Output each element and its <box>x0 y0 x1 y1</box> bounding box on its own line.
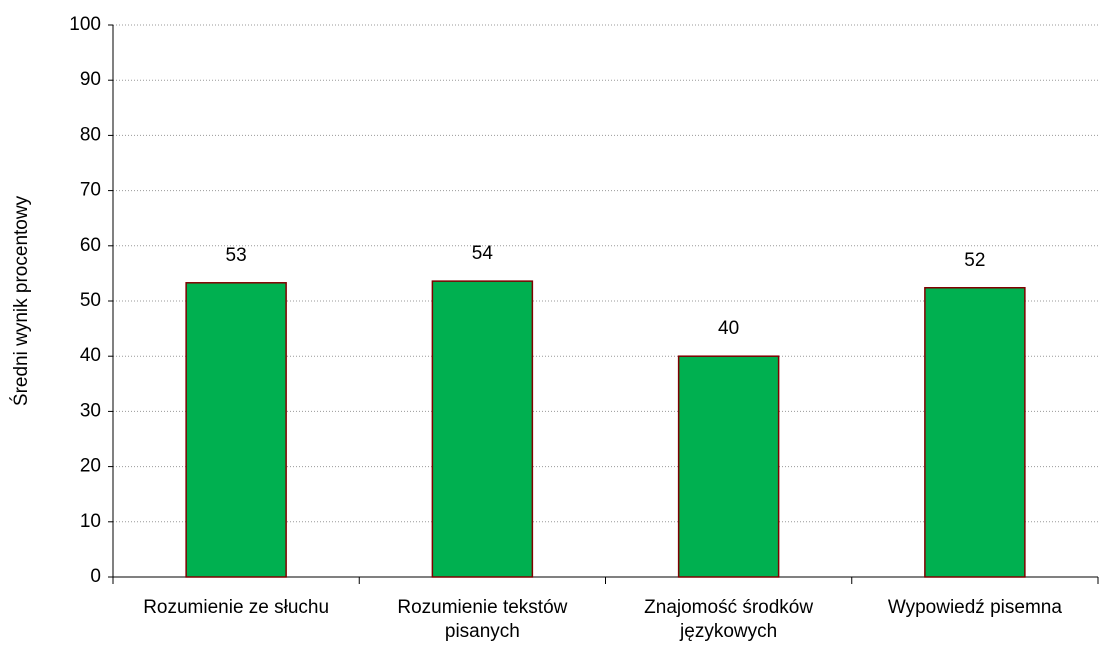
value-label: 40 <box>718 318 739 339</box>
y-tick-label: 0 <box>90 566 101 587</box>
y-tick-label: 20 <box>80 456 101 477</box>
bar <box>924 287 1026 578</box>
y-tick-label: 50 <box>80 290 101 311</box>
y-tick-label: 80 <box>80 124 101 145</box>
x-tick-label: Wypowiedź pisemna <box>887 597 1062 618</box>
value-label: 53 <box>226 245 247 266</box>
y-tick-label: 10 <box>80 511 101 532</box>
y-tick-label: 60 <box>80 235 101 256</box>
y-tick-label: 40 <box>80 345 101 366</box>
y-tick-label: 30 <box>80 400 101 421</box>
y-tick-label: 90 <box>80 69 101 90</box>
x-tick-label: Rozumienie tekstów pisanych <box>397 597 568 642</box>
x-tick-label: Znajomość środków językowych <box>644 597 814 642</box>
bar <box>185 282 287 578</box>
bar <box>431 280 534 578</box>
y-tick-label: 100 <box>69 14 101 35</box>
y-axis-label: Średni wynik procentowy <box>10 195 32 406</box>
value-label: 52 <box>964 250 985 271</box>
bar <box>677 355 780 578</box>
x-tick-label: Rozumienie ze słuchu <box>143 597 330 618</box>
y-tick-label: 70 <box>80 180 101 201</box>
value-label: 54 <box>472 243 494 264</box>
